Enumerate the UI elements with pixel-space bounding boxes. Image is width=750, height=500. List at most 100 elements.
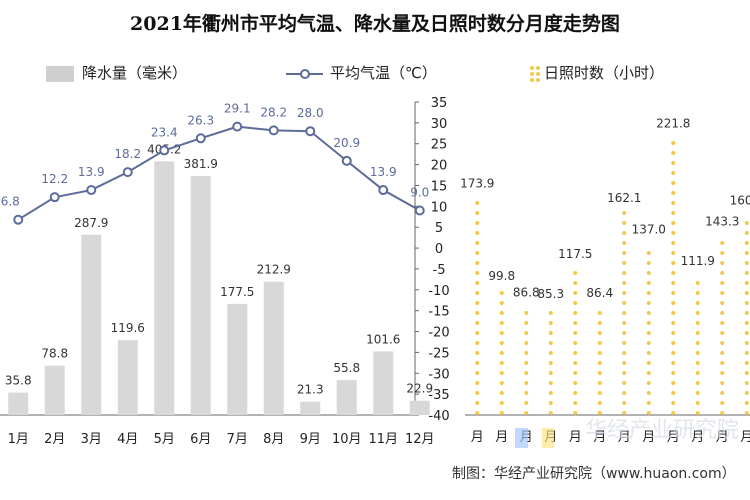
sunshine-dot [499,331,504,335]
temperature-point [414,205,425,216]
sunshine-dot [744,241,749,245]
right-chart: 173.9 月 99.8 月 86.8 月 85.3 月 117.5 月 86.4 月 162.1 月 13… [460,116,750,448]
temperature-data-label: 23.4 [151,125,178,139]
sunshine-dot [548,351,553,355]
month-tick-label: 6月 [190,432,211,447]
temperature-point [305,126,316,137]
sunshine-dot [475,241,480,245]
sunshine-dot [720,391,725,395]
temperature-tick-label: 10 [431,200,448,215]
temperature-data-label: 12.2 [41,172,68,186]
precipitation-data-label: 21.3 [297,383,324,397]
sunshine-dot [475,411,480,415]
sunshine-dot [646,351,651,355]
sunshine-dot [671,241,676,245]
sunshine-data-label: 221.8 [656,116,690,130]
sunshine-dot [597,411,602,415]
sunshine-dot [671,411,676,415]
sunshine-dot [524,361,529,365]
sunshine-dot [597,351,602,355]
sunshine-dot [744,271,749,275]
temperature-tick-label: -15 [428,305,449,320]
sunshine-dot [475,351,480,355]
temperature-tick-label: 20 [431,159,448,174]
sunshine-dot [695,341,700,345]
sunshine-dot [622,281,627,285]
sunshine-dot [695,301,700,305]
temperature-tick-label: -10 [428,284,449,299]
sunshine-dot [720,291,725,295]
sunshine-dot [671,291,676,295]
sunshine-dot [573,291,578,295]
sunshine-dot [499,401,504,405]
sunshine-dot [671,391,676,395]
precipitation-data-label: 287.9 [74,216,108,230]
sunshine-dot [622,331,627,335]
precipitation-bar [300,401,321,415]
sunshine-dot [646,281,651,285]
sunshine-dot [622,311,627,315]
temperature-data-label: 28.2 [260,105,287,119]
month-tick-label: 2月 [44,432,65,447]
sunshine-dot [720,301,725,305]
temperature-point [341,155,352,166]
precipitation-data-label: 119.6 [111,321,145,335]
sunshine-dot [524,321,529,325]
precipitation-bar [154,161,175,415]
sunshine-dot [744,321,749,325]
sunshine-dot [548,331,553,335]
sunshine-dot [622,251,627,255]
sunshine-dot [475,231,480,235]
month-tick-label: 4月 [117,432,138,447]
sunshine-dot [671,321,676,325]
temperature-tick-label: 30 [431,117,448,132]
sunshine-dot [646,411,651,415]
sunshine-dot [671,381,676,385]
month-tick-label: 12月 [405,432,435,447]
sunshine-dot [720,361,725,365]
sunshine-dot [720,281,725,285]
temperature-tick-label: -40 [428,409,449,424]
temperature-point [13,214,24,225]
precipitation-bar [336,380,357,415]
sunshine-dot [622,301,627,305]
temperature-point [195,133,206,144]
legend-label-precipitation: 降水量（毫米） [82,64,187,82]
sunshine-dot [671,361,676,365]
precipitation-bar [190,175,211,415]
sunshine-dot [622,231,627,235]
sunshine-dot [671,311,676,315]
sunshine-dot [475,301,480,305]
sunshine-dot [524,311,529,315]
temperature-point [232,121,243,132]
sunshine-dot [695,401,700,405]
sunshine-dot [622,341,627,345]
sunshine-dot [597,321,602,325]
sunshine-dot [646,251,651,255]
sunshine-dot [548,341,553,345]
sunshine-dot [744,331,749,335]
sunshine-dot [524,411,529,415]
sunshine-dot [622,271,627,275]
sunshine-dot [671,141,676,145]
precipitation-bar [409,400,430,415]
sunshine-dot [475,311,480,315]
precipitation-bar [373,351,394,415]
sunshine-dot [499,361,504,365]
temperature-point [122,167,133,178]
sunshine-dot [671,341,676,345]
precipitation-bar [8,392,29,415]
sunshine-dot [744,291,749,295]
sunshine-dot [548,371,553,375]
temperature-data-label: 13.9 [78,165,105,179]
sunshine-dot [671,191,676,195]
sunshine-dot [573,411,578,415]
temperature-data-label: 29.1 [224,102,251,116]
temperature-data-label: 18.2 [114,147,141,161]
temperature-point [86,185,97,196]
sunshine-dot [622,351,627,355]
sunshine-dot [475,281,480,285]
sunshine-dot [499,321,504,325]
